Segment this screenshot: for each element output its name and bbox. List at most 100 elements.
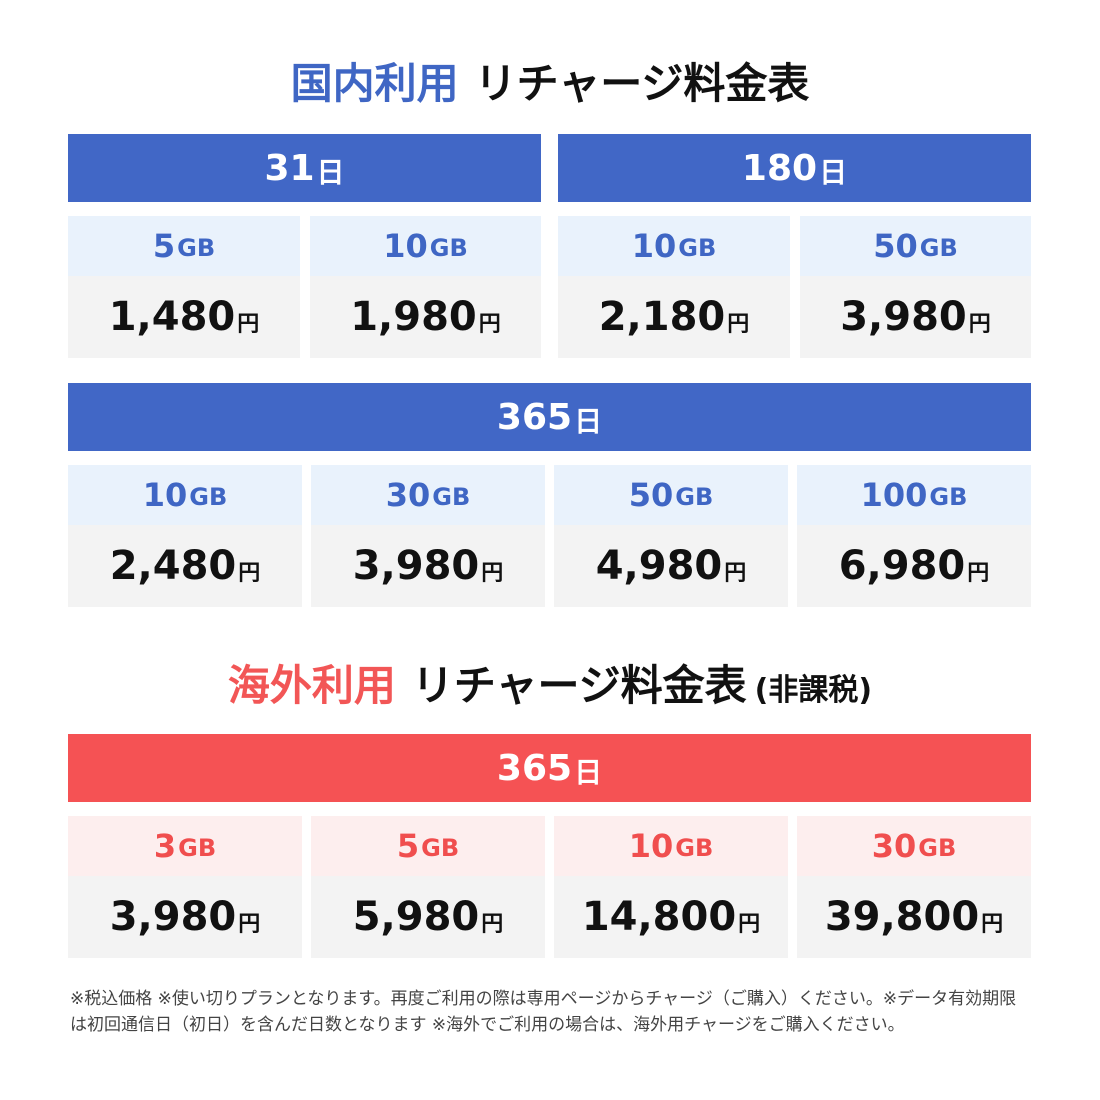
domestic-title-accent: 国内利用 [290,59,459,108]
option-data-cap: 10 GB [68,465,302,525]
plan-option-180d-50gb: 50 GB 3,980 円 [800,216,1031,358]
price-value: 6,980 [838,543,966,589]
plan-days: 31 [264,147,315,189]
price-value: 1,980 [350,294,477,340]
overseas-option-3gb: 3 GB 3,980 円 [68,816,302,958]
data-unit: GB [177,234,216,262]
plan-days: 365 [496,747,573,789]
data-amount: 30 [871,827,917,865]
price-value: 14,800 [581,894,737,940]
footnote: ※税込価格 ※使い切りプランとなります。再度ご利用の際は専用ページからチャージ（… [70,989,1017,1035]
data-amount: 10 [628,827,674,865]
option-data-cap: 50 GB [800,216,1031,276]
data-unit: GB [429,234,468,262]
plan-header-365-days: 365 日 [68,383,1031,451]
domestic-title: 国内利用 リチャージ料金表 [0,54,1100,114]
overseas-title: 海外利用 リチャージ料金表 (非課税) [0,656,1100,721]
plan-days: 365 [496,396,573,438]
data-amount: 10 [142,476,188,514]
plan-option-365d-50gb: 50 GB 4,980 円 [554,465,788,607]
plan-option-180d-10gb: 10 GB 2,180 円 [558,216,790,358]
data-amount: 5 [396,827,420,865]
price-unit: 円 [968,312,991,337]
data-amount: 50 [628,476,674,514]
plan-option-365d-30gb: 30 GB 3,980 円 [311,465,545,607]
price-value: 2,480 [109,543,237,589]
overseas-option-30gb: 30 GB 39,800 円 [797,816,1031,958]
plan-days: 180 [741,147,818,189]
option-price: 3,980 円 [800,276,1031,358]
price-unit: 円 [481,912,504,937]
option-data-cap: 100 GB [797,465,1031,525]
data-amount: 50 [873,227,918,265]
price-value: 4,980 [595,543,723,589]
data-unit: GB [432,483,471,511]
data-unit: GB [919,234,958,262]
plan-header-180-days: 180 日 [558,134,1031,202]
price-unit: 円 [238,912,261,937]
option-price: 5,980 円 [311,876,545,958]
price-unit: 円 [967,561,990,586]
plan-day-unit: 日 [574,405,603,438]
price-unit: 円 [478,312,501,337]
data-unit: GB [178,834,217,862]
data-unit: GB [678,234,717,262]
price-unit: 円 [981,912,1004,937]
option-data-cap: 50 GB [554,465,788,525]
overseas-title-note: (非課税) [754,673,873,708]
domestic-title-main: リチャージ料金表 [474,59,810,108]
plan-option-31d-5gb: 5 GB 1,480 円 [68,216,300,358]
option-data-cap: 10 GB [558,216,790,276]
option-price: 3,980 円 [68,876,302,958]
plan-header-31-days: 31 日 [68,134,541,202]
price-value: 1,480 [108,294,236,340]
price-unit: 円 [727,312,750,337]
data-unit: GB [421,834,460,862]
data-unit: GB [929,483,968,511]
data-amount: 5 [152,227,176,265]
data-unit: GB [918,834,957,862]
plan-option-365d-100gb: 100 GB 6,980 円 [797,465,1031,607]
price-value: 39,800 [824,894,980,940]
price-value: 3,980 [109,894,237,940]
data-unit: GB [189,483,228,511]
data-amount: 10 [383,227,428,265]
price-unit: 円 [738,912,761,937]
overseas-plan-header-365-days: 365 日 [68,734,1031,802]
price-unit: 円 [724,561,747,586]
plan-day-unit: 日 [819,156,848,189]
option-data-cap: 30 GB [797,816,1031,876]
plan-option-365d-10gb: 10 GB 2,480 円 [68,465,302,607]
data-amount: 10 [631,227,677,265]
overseas-title-main: リチャージ料金表 [411,661,747,710]
option-data-cap: 30 GB [311,465,545,525]
data-amount: 30 [385,476,431,514]
plan-option-31d-10gb: 10 GB 1,980 円 [310,216,541,358]
data-unit: GB [675,834,714,862]
price-value: 5,980 [352,894,480,940]
overseas-option-5gb: 5 GB 5,980 円 [311,816,545,958]
option-data-cap: 3 GB [68,816,302,876]
option-price: 2,180 円 [558,276,790,358]
plan-day-unit: 日 [574,756,603,789]
option-price: 2,480 円 [68,525,302,607]
option-data-cap: 10 GB [310,216,541,276]
price-value: 2,180 [598,294,726,340]
option-price: 6,980 円 [797,525,1031,607]
option-price: 3,980 円 [311,525,545,607]
data-amount: 3 [153,827,177,865]
option-data-cap: 10 GB [554,816,788,876]
plan-day-unit: 日 [316,156,345,189]
data-unit: GB [675,483,714,511]
price-value: 3,980 [352,543,480,589]
price-unit: 円 [238,561,261,586]
option-data-cap: 5 GB [311,816,545,876]
price-value: 3,980 [840,294,967,340]
option-price: 1,980 円 [310,276,541,358]
data-amount: 100 [860,476,928,514]
price-unit: 円 [237,312,260,337]
option-price: 1,480 円 [68,276,300,358]
overseas-option-10gb: 10 GB 14,800 円 [554,816,788,958]
price-unit: 円 [481,561,504,586]
option-price: 39,800 円 [797,876,1031,958]
